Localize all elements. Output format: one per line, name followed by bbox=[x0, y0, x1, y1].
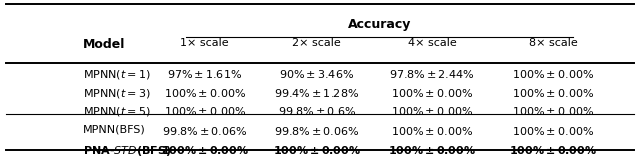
Text: $97.8\%\pm2.44\%$: $97.8\%\pm2.44\%$ bbox=[389, 68, 475, 80]
Text: $100\%\pm0.00\%$: $100\%\pm0.00\%$ bbox=[513, 105, 595, 117]
Text: MPNN$(t = 1)$: MPNN$(t = 1)$ bbox=[83, 68, 151, 81]
Text: $100\%\pm0.00\%$: $100\%\pm0.00\%$ bbox=[164, 87, 246, 99]
Text: $97\%\pm1.61\%$: $97\%\pm1.61\%$ bbox=[167, 68, 243, 80]
Text: $100\%\pm0.00\%$: $100\%\pm0.00\%$ bbox=[391, 87, 473, 99]
Text: MPNN$(t = 3)$: MPNN$(t = 3)$ bbox=[83, 87, 151, 100]
Text: PNA-$\mathit{STD}$(BFS): PNA-$\mathit{STD}$(BFS) bbox=[83, 144, 172, 157]
Text: $\mathbf{100\%\pm0.00\%}$: $\mathbf{100\%\pm0.00\%}$ bbox=[509, 144, 598, 156]
Text: $\mathbf{100\%\pm0.00\%}$: $\mathbf{100\%\pm0.00\%}$ bbox=[273, 144, 361, 156]
Text: $100\%\pm0.00\%$: $100\%\pm0.00\%$ bbox=[164, 105, 246, 117]
Text: MPNN(BFS): MPNN(BFS) bbox=[83, 125, 146, 135]
Text: $100\%\pm0.00\%$: $100\%\pm0.00\%$ bbox=[513, 87, 595, 99]
Text: $90\%\pm3.46\%$: $90\%\pm3.46\%$ bbox=[279, 68, 355, 80]
Text: Model: Model bbox=[83, 38, 125, 51]
Text: 1× scale: 1× scale bbox=[180, 38, 229, 48]
Text: $99.8\%\pm0.6\%$: $99.8\%\pm0.6\%$ bbox=[278, 105, 356, 117]
Text: $99.8\%\pm0.06\%$: $99.8\%\pm0.06\%$ bbox=[274, 125, 360, 137]
Text: MPNN$(t = 5)$: MPNN$(t = 5)$ bbox=[83, 105, 151, 118]
Text: $\mathbf{100\%\pm0.00\%}$: $\mathbf{100\%\pm0.00\%}$ bbox=[161, 144, 249, 156]
Text: $\mathbf{100\%\pm0.00\%}$: $\mathbf{100\%\pm0.00\%}$ bbox=[388, 144, 476, 156]
Text: Accuracy: Accuracy bbox=[348, 18, 411, 31]
Text: $99.8\%\pm0.06\%$: $99.8\%\pm0.06\%$ bbox=[162, 125, 248, 137]
Text: $100\%\pm0.00\%$: $100\%\pm0.00\%$ bbox=[513, 68, 595, 80]
Text: $100\%\pm0.00\%$: $100\%\pm0.00\%$ bbox=[391, 105, 473, 117]
Text: 8× scale: 8× scale bbox=[529, 38, 578, 48]
Text: $100\%\pm0.00\%$: $100\%\pm0.00\%$ bbox=[513, 125, 595, 137]
Text: 2× scale: 2× scale bbox=[292, 38, 341, 48]
Text: 4× scale: 4× scale bbox=[408, 38, 456, 48]
Text: $99.4\%\pm1.28\%$: $99.4\%\pm1.28\%$ bbox=[274, 87, 360, 99]
Text: $100\%\pm0.00\%$: $100\%\pm0.00\%$ bbox=[391, 125, 473, 137]
